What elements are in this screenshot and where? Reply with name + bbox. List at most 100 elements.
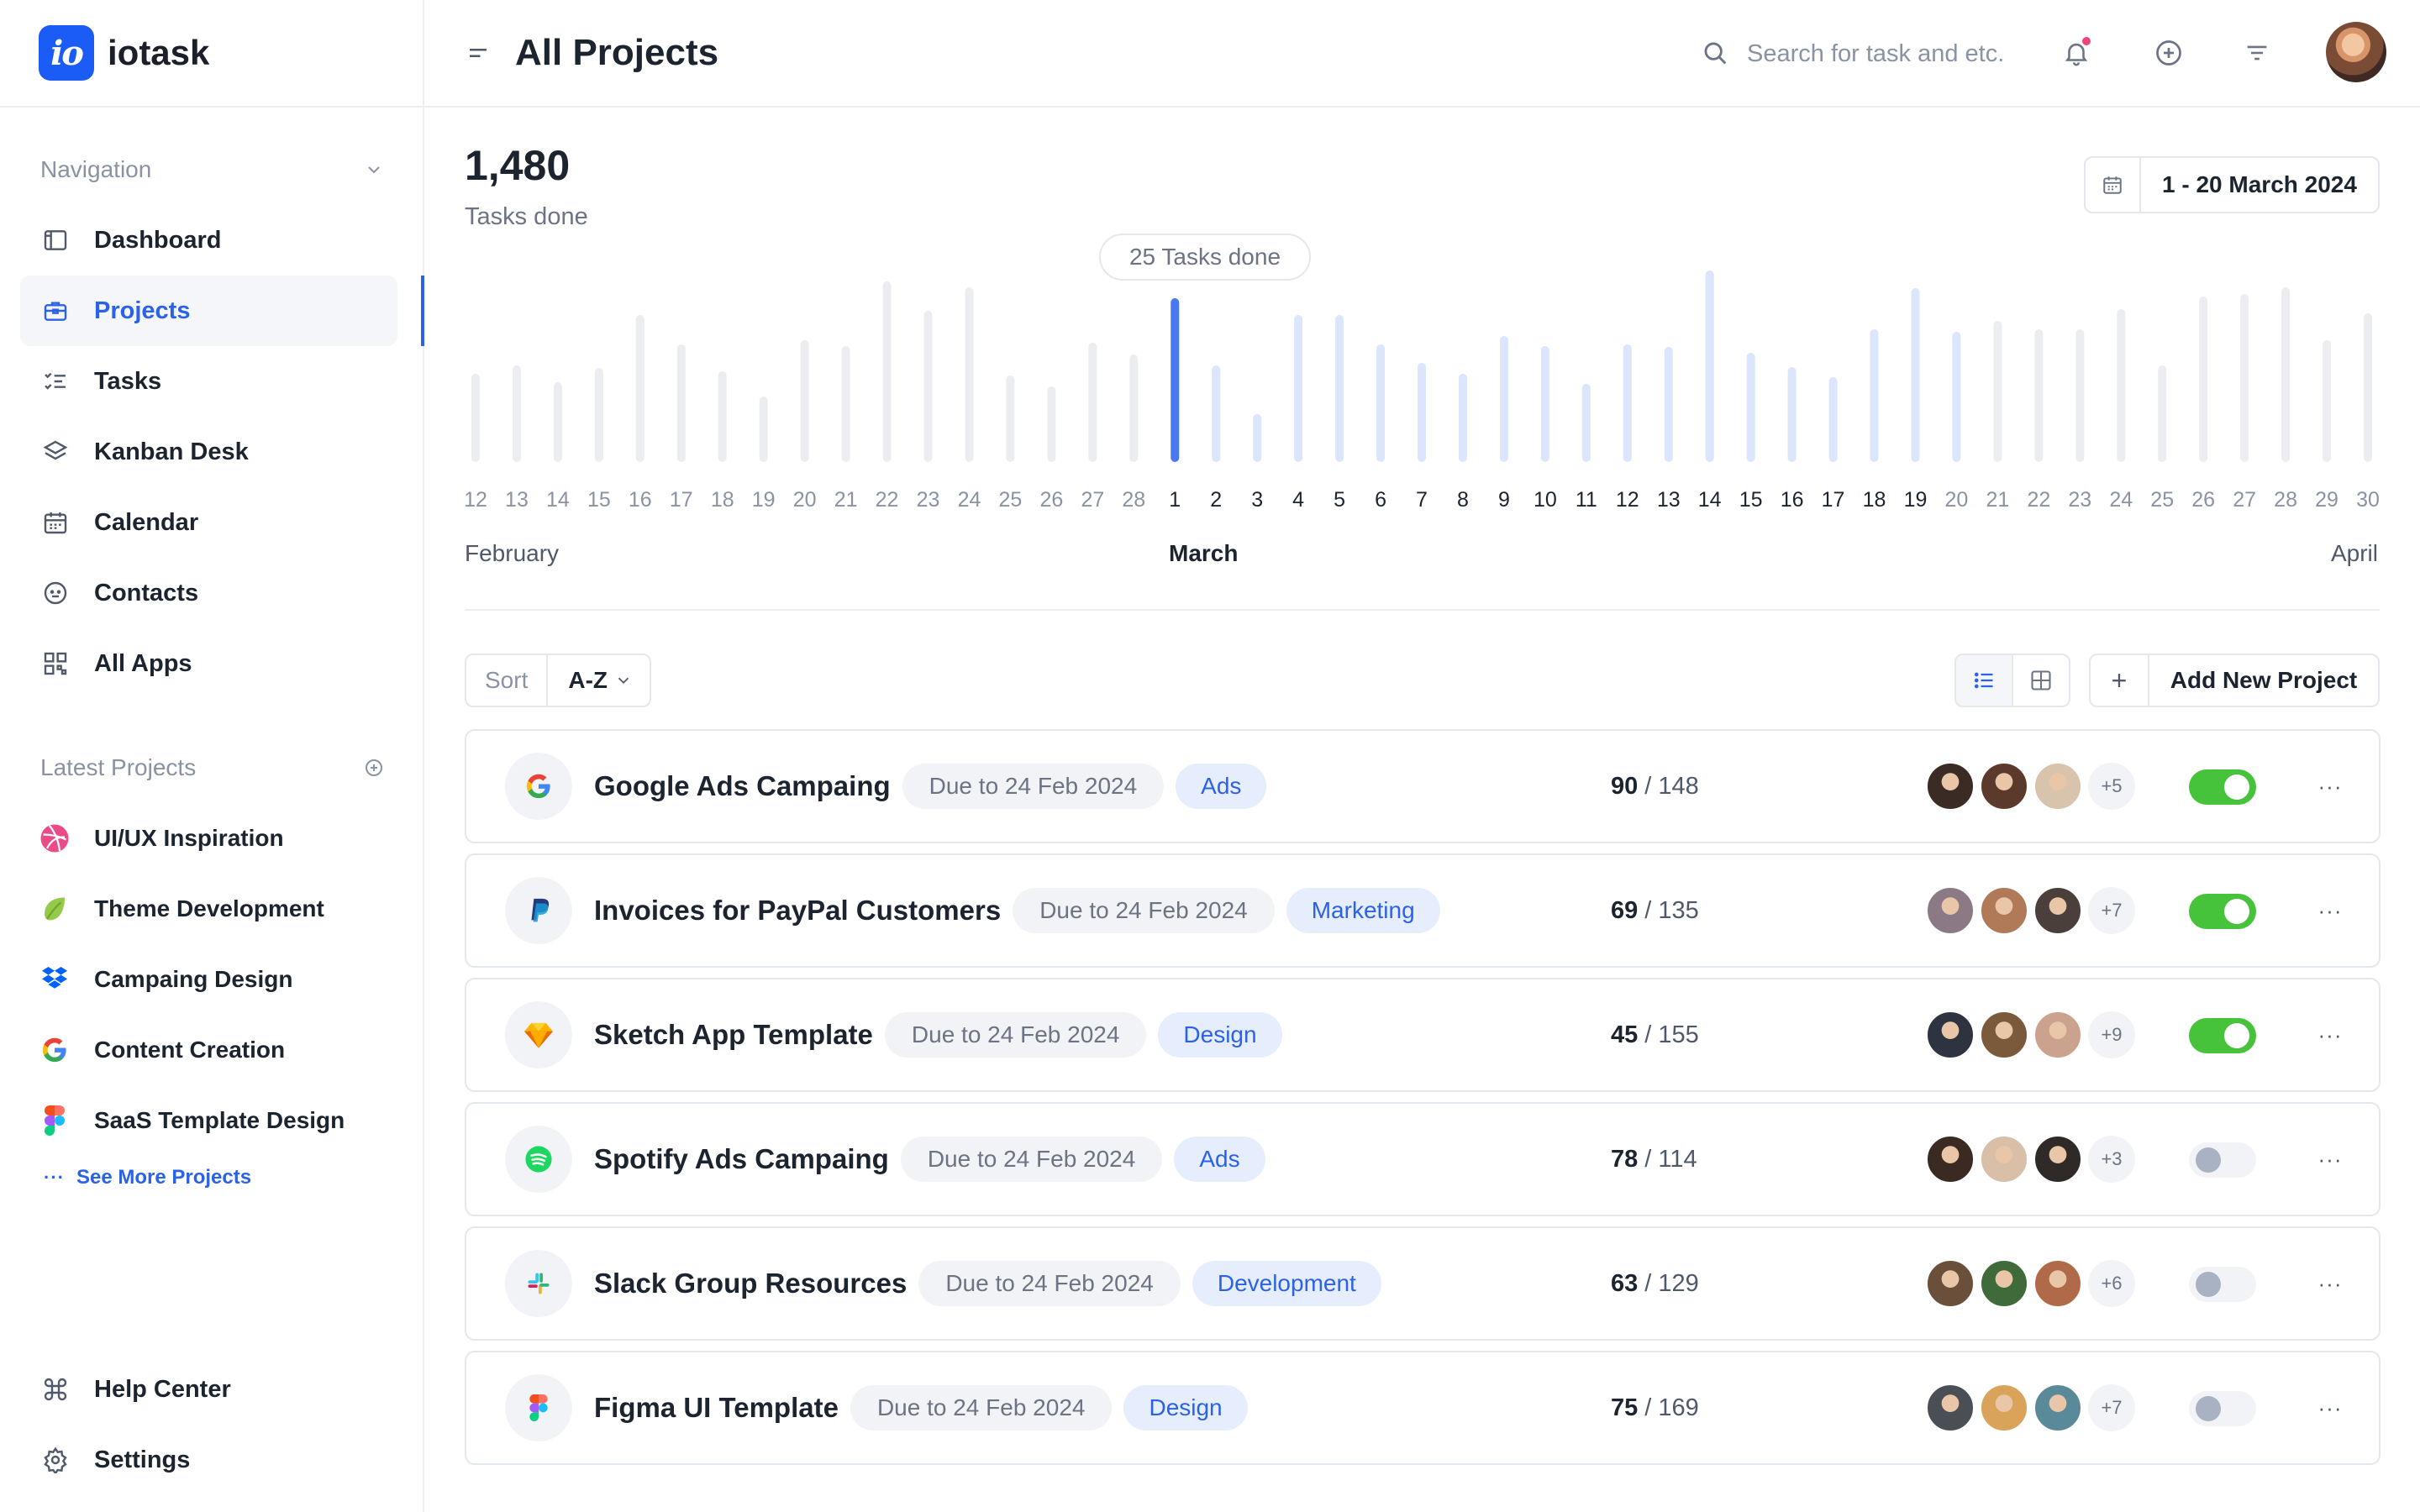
chart-bar[interactable] xyxy=(1787,367,1797,462)
member-avatars[interactable]: +7 xyxy=(1925,1383,2135,1433)
chart-bar[interactable] xyxy=(471,374,480,462)
latest-project-saas-template[interactable]: SaaS Template Design xyxy=(0,1085,423,1156)
more-options-icon[interactable]: ··· xyxy=(2317,1021,2343,1047)
chart-bar[interactable] xyxy=(965,287,974,462)
more-members-badge[interactable]: +7 xyxy=(2088,1384,2135,1431)
chart-bar[interactable] xyxy=(2240,294,2249,462)
project-toggle[interactable] xyxy=(2189,1018,2256,1053)
latest-project-campaing-design[interactable]: Campaing Design xyxy=(0,944,423,1015)
project-title[interactable]: Figma UI Template xyxy=(594,1392,839,1423)
chart-bar[interactable] xyxy=(553,382,562,462)
chart-bar[interactable] xyxy=(1623,344,1632,462)
chart-bar[interactable] xyxy=(1047,386,1056,462)
sidebar-item-settings[interactable]: Settings xyxy=(20,1425,397,1495)
add-circle-icon[interactable] xyxy=(364,758,384,778)
chart-bar[interactable] xyxy=(2117,309,2126,462)
chart-bar[interactable] xyxy=(841,346,850,462)
menu-toggle-icon[interactable] xyxy=(461,36,495,70)
brand-logo[interactable]: io xyxy=(39,25,94,81)
more-members-badge[interactable]: +3 xyxy=(2088,1136,2135,1183)
chart-bar[interactable] xyxy=(2281,287,2291,462)
project-toggle[interactable] xyxy=(2189,894,2256,929)
chart-bar[interactable] xyxy=(718,371,727,462)
project-row[interactable]: Sketch App Template Due to 24 Feb 2024 D… xyxy=(465,978,2381,1092)
chart-bar[interactable] xyxy=(594,368,603,462)
more-members-badge[interactable]: +5 xyxy=(2088,763,2135,810)
sort-control[interactable]: Sort A-Z xyxy=(465,654,652,707)
project-toggle[interactable] xyxy=(2189,1142,2256,1178)
sidebar-item-all-apps[interactable]: All Apps xyxy=(20,628,397,699)
category-tag[interactable]: Development xyxy=(1192,1261,1381,1306)
sidebar-item-tasks[interactable]: Tasks xyxy=(20,346,397,417)
chart-bar[interactable] xyxy=(1253,414,1262,462)
chart-bar[interactable] xyxy=(800,340,809,462)
search-input[interactable] xyxy=(1747,39,2016,68)
chart-bar[interactable] xyxy=(1171,298,1180,462)
chart-bar[interactable] xyxy=(635,315,644,462)
brand-name[interactable]: iotask xyxy=(108,33,210,72)
sort-dropdown[interactable]: A-Z xyxy=(548,655,650,706)
member-avatars[interactable]: +9 xyxy=(1925,1010,2135,1060)
list-view-button[interactable] xyxy=(1956,655,2013,706)
chart-bar[interactable] xyxy=(1581,384,1591,462)
chart-bar[interactable] xyxy=(1294,315,1303,462)
chart-bar[interactable] xyxy=(1458,374,1467,462)
chart-bar[interactable] xyxy=(2075,329,2085,462)
chevron-down-icon[interactable] xyxy=(364,160,384,180)
more-options-icon[interactable]: ··· xyxy=(2317,1270,2343,1296)
sidebar-item-calendar[interactable]: Calendar xyxy=(20,487,397,558)
project-title[interactable]: Slack Group Resources xyxy=(594,1268,908,1299)
project-title[interactable]: Spotify Ads Campaing xyxy=(594,1143,889,1174)
project-row[interactable]: Slack Group Resources Due to 24 Feb 2024… xyxy=(465,1226,2381,1341)
chart-bar[interactable] xyxy=(1664,347,1673,462)
notifications-button[interactable] xyxy=(2059,35,2094,71)
latest-project-ui-ux[interactable]: UI/UX Inspiration xyxy=(0,803,423,874)
chart-bar[interactable] xyxy=(1870,329,1879,462)
chart-bar[interactable] xyxy=(1088,343,1097,462)
chart-bar[interactable] xyxy=(1952,332,1961,462)
chart-bar[interactable] xyxy=(2323,340,2332,462)
more-options-icon[interactable]: ··· xyxy=(2317,1146,2343,1172)
project-toggle[interactable] xyxy=(2189,769,2256,805)
latest-project-content-creation[interactable]: Content Creation xyxy=(0,1015,423,1085)
add-new-project-button[interactable]: + Add New Project xyxy=(2089,654,2380,707)
filter-button[interactable] xyxy=(2239,35,2275,71)
more-members-badge[interactable]: +7 xyxy=(2088,887,2135,934)
chart-bar[interactable] xyxy=(512,365,521,462)
chart-bar[interactable] xyxy=(1540,346,1549,462)
chart-bar[interactable] xyxy=(1993,321,2002,462)
chart-bar[interactable] xyxy=(2364,313,2372,462)
category-tag[interactable]: Marketing xyxy=(1286,888,1440,933)
category-tag[interactable]: Design xyxy=(1123,1385,1248,1431)
chart-bar[interactable] xyxy=(1006,375,1015,462)
more-options-icon[interactable]: ··· xyxy=(2317,773,2343,799)
user-avatar[interactable] xyxy=(2326,22,2386,82)
project-toggle[interactable] xyxy=(2189,1391,2256,1426)
sidebar-item-projects[interactable]: Projects xyxy=(20,276,424,346)
sidebar-item-dashboard[interactable]: Dashboard xyxy=(20,205,397,276)
chart-bar[interactable] xyxy=(882,281,892,462)
more-members-badge[interactable]: +9 xyxy=(2088,1011,2135,1058)
project-row[interactable]: Google Ads Campaing Due to 24 Feb 2024 A… xyxy=(465,729,2381,843)
project-title[interactable]: Invoices for PayPal Customers xyxy=(594,895,1002,926)
chart-bar[interactable] xyxy=(1911,288,1920,462)
chart-bar[interactable] xyxy=(2158,365,2167,462)
grid-view-button[interactable] xyxy=(2013,655,2069,706)
chart-bar[interactable] xyxy=(1212,365,1221,462)
chart-bar[interactable] xyxy=(759,396,768,462)
chart-bar[interactable] xyxy=(1828,377,1838,462)
project-row[interactable]: Invoices for PayPal Customers Due to 24 … xyxy=(465,853,2381,968)
project-title[interactable]: Sketch App Template xyxy=(594,1019,873,1050)
latest-project-theme-dev[interactable]: Theme Development xyxy=(0,874,423,944)
chart-bar[interactable] xyxy=(1705,270,1714,462)
chart-bar[interactable] xyxy=(1499,336,1508,462)
category-tag[interactable]: Ads xyxy=(1176,764,1267,809)
chart-bar[interactable] xyxy=(1376,344,1386,462)
chart-bar[interactable] xyxy=(1746,353,1755,462)
navigation-heading[interactable]: Navigation xyxy=(0,151,423,188)
member-avatars[interactable]: +3 xyxy=(1925,1134,2135,1184)
chart-bar[interactable] xyxy=(2034,329,2044,462)
project-row[interactable]: Spotify Ads Campaing Due to 24 Feb 2024 … xyxy=(465,1102,2381,1216)
chart-bar[interactable] xyxy=(2199,297,2208,462)
chart-bar[interactable] xyxy=(676,344,686,462)
